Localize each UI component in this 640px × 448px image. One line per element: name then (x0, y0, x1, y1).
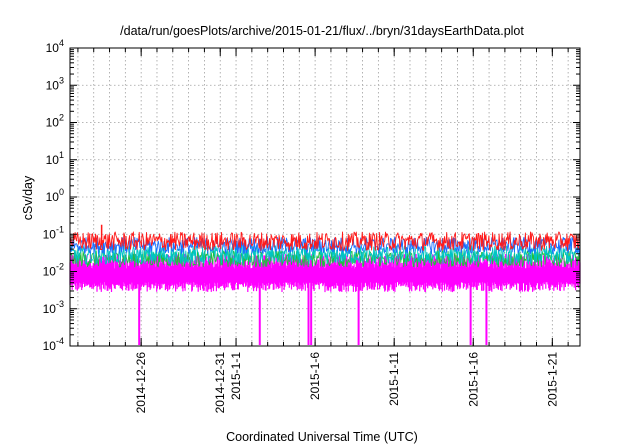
grid (70, 48, 580, 346)
y-tick-label: 104 (46, 38, 64, 55)
y-tick-label: 10-3 (43, 299, 64, 316)
series-group (69, 224, 581, 345)
chart-title: /data/run/goesPlots/archive/2015-01-21/f… (120, 24, 524, 38)
x-tick-label: 2015-1-21 (545, 352, 559, 407)
y-tick-label: 100 (46, 187, 64, 204)
x-tick-label: 2015-1-1 (229, 352, 243, 400)
x-tick-label: 2015-1-11 (387, 352, 401, 406)
y-tick-label: 102 (46, 113, 64, 130)
y-tick-label: 101 (46, 150, 64, 167)
y-axis-label: cSv/day (21, 175, 35, 220)
y-tick-label: 103 (46, 75, 64, 92)
x-tick-label: 2014-12-26 (134, 352, 148, 414)
x-tick-label: 2015-1-16 (466, 352, 480, 407)
x-axis-label: Coordinated Universal Time (UTC) (226, 430, 418, 444)
y-tick-label: 10-1 (43, 224, 64, 241)
series-line (69, 245, 581, 265)
series-line (69, 231, 581, 251)
y-tick-label: 10-4 (43, 336, 64, 353)
x-tick-label: 2015-1-6 (308, 352, 322, 400)
axis-ticks: 10-4 10-3 10-2 10-1 100 101 102 103 104 2014-12-2… (43, 38, 580, 413)
y-tick-label: 10-2 (43, 262, 64, 279)
x-tick-label: 2014-12-31 (213, 352, 227, 414)
